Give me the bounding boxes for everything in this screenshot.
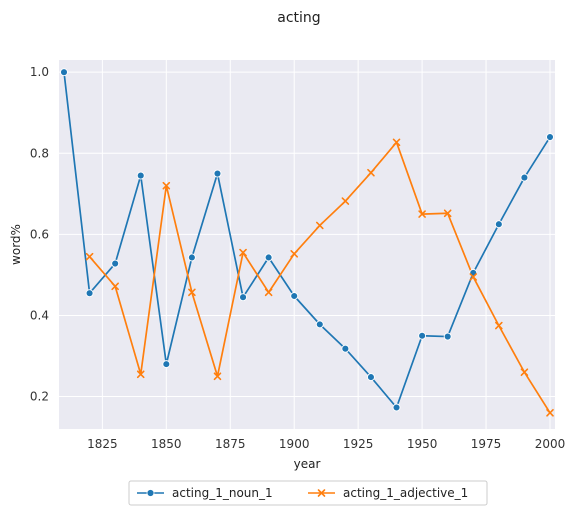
x-tick-label: 1950	[407, 437, 438, 451]
data-point-noun	[187, 253, 196, 262]
data-point-noun	[85, 289, 94, 298]
x-tick-label: 1925	[343, 437, 374, 451]
data-point-adjective	[520, 368, 529, 377]
data-point-noun	[213, 169, 222, 178]
data-point-adjective	[315, 221, 324, 230]
data-point-noun	[315, 320, 324, 329]
data-point-noun	[162, 360, 171, 369]
series-line-acting_1_noun_1	[63, 71, 551, 409]
data-point-adjective	[136, 370, 145, 379]
chart-title: acting	[277, 10, 320, 26]
y-tick-label: 0.4	[30, 308, 49, 322]
data-point-adjective	[264, 288, 273, 297]
data-point-noun	[418, 331, 427, 340]
data-point-noun	[111, 259, 120, 268]
y-tick-labels: 0.2 0.4 0.6 0.8 1.0	[30, 65, 49, 403]
data-point-adjective	[546, 408, 554, 417]
x-axis-label: year	[294, 457, 321, 471]
y-tick-label: 0.6	[30, 227, 49, 241]
x-tick-labels: 1825 1850 1875 1900 1925 1950 1975 2000	[87, 437, 565, 451]
legend-adjective-marker	[317, 489, 326, 497]
data-point-noun	[136, 171, 145, 180]
y-tick-label: 0.2	[30, 390, 49, 404]
data-point-adjective	[213, 372, 222, 381]
x-tick-label: 1875	[215, 437, 246, 451]
legend-noun-marker	[146, 489, 155, 497]
data-point-adjective	[290, 250, 299, 258]
data-point-adjective	[469, 273, 478, 281]
grid-lines	[59, 60, 555, 429]
legend-label-noun: acting_1_noun_1	[172, 486, 273, 500]
y-tick-label: 0.8	[30, 146, 49, 160]
data-point-adjective	[341, 197, 350, 205]
data-point-adjective	[111, 282, 119, 291]
data-point-noun	[546, 133, 554, 141]
data-point-noun	[392, 403, 401, 412]
data-point-adjective	[162, 181, 171, 190]
data-point-adjective	[443, 209, 452, 218]
data-point-noun	[520, 173, 529, 182]
plot-area	[59, 60, 555, 429]
data-point-noun	[367, 373, 375, 382]
x-tick-label: 1975	[471, 437, 502, 451]
data-point-noun	[494, 220, 503, 229]
series-markers	[60, 68, 554, 417]
y-axis-label: word%	[9, 224, 23, 265]
data-point-adjective	[495, 321, 503, 330]
data-point-adjective	[239, 248, 247, 257]
data-point-noun	[264, 253, 273, 262]
data-point-adjective	[188, 288, 196, 297]
x-tick-label: 2000	[535, 437, 566, 451]
legend: acting_1_noun_1 acting_1_adjective_1	[128, 480, 488, 506]
y-tick-label: 1.0	[30, 65, 49, 79]
data-point-adjective	[367, 168, 375, 177]
legend-label-adjective: acting_1_adjective_1	[343, 486, 468, 500]
data-point-noun	[60, 68, 68, 77]
data-point-noun	[443, 332, 452, 341]
data-point-adjective	[85, 252, 94, 261]
x-tick-label: 1825	[87, 437, 118, 451]
x-tick-label: 1900	[279, 437, 310, 451]
data-point-noun	[239, 293, 248, 302]
data-point-noun	[290, 292, 299, 300]
x-tick-label: 1850	[151, 437, 182, 451]
data-point-noun	[341, 344, 350, 353]
data-point-adjective	[418, 210, 426, 218]
data-point-adjective	[392, 138, 401, 147]
